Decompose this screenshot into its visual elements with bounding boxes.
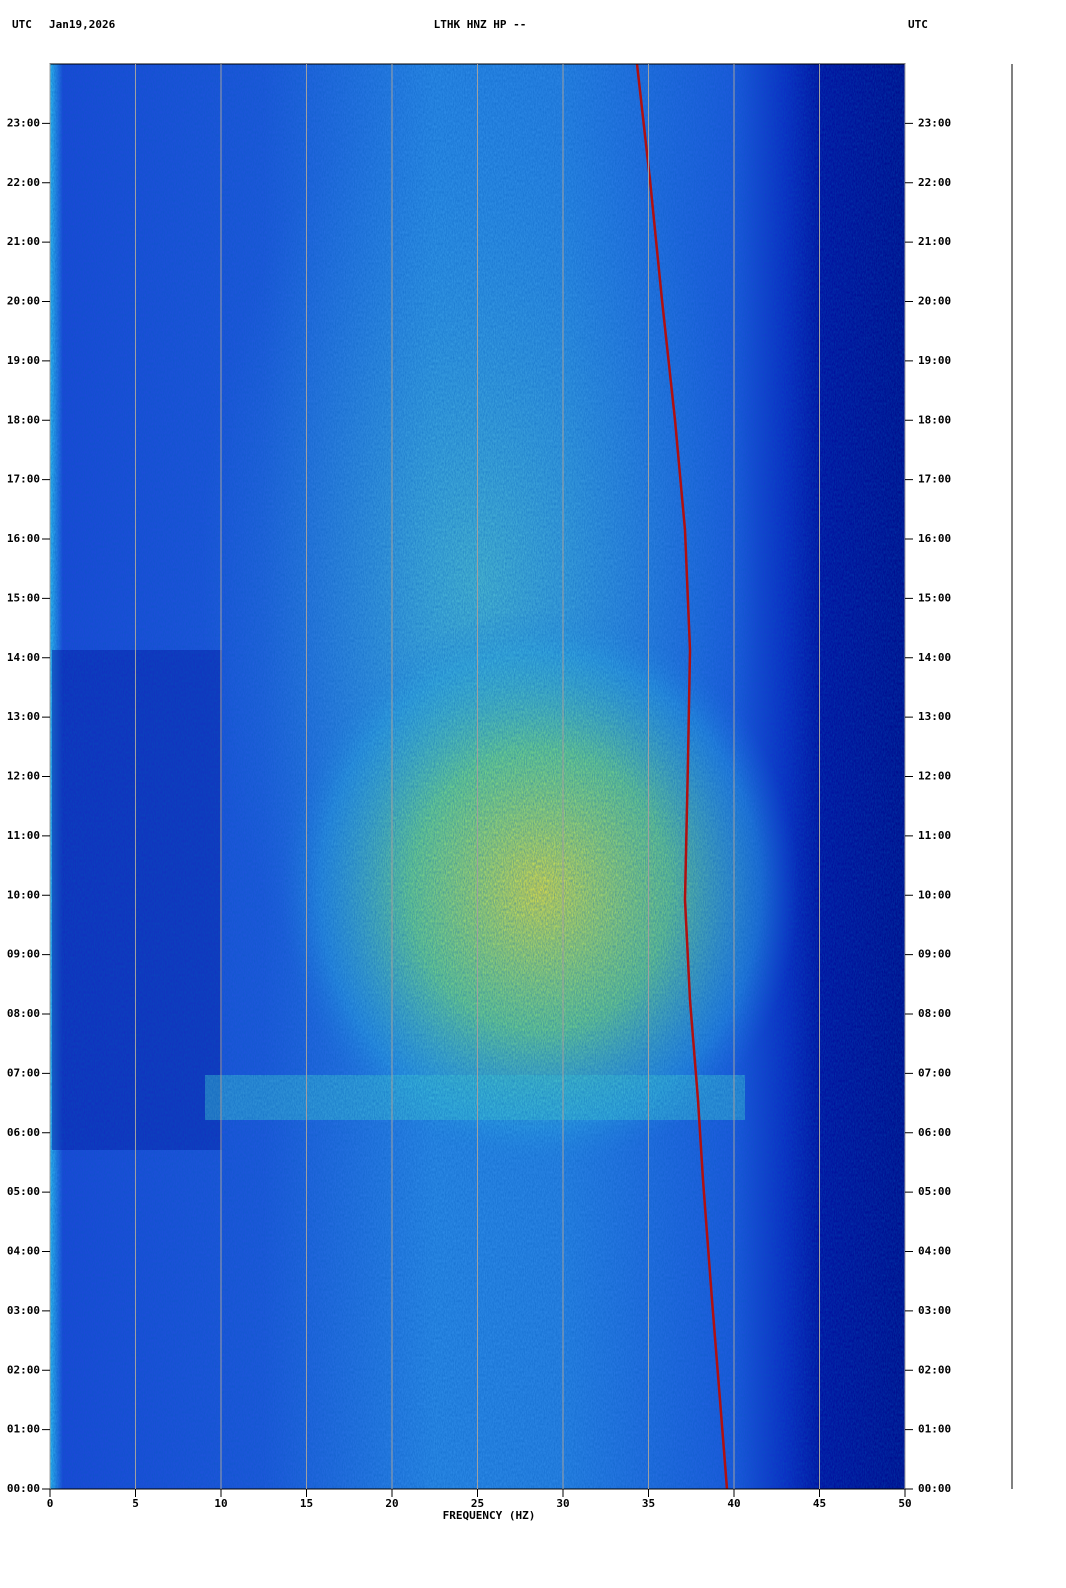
y-tick-label: 07:00 <box>7 1066 40 1079</box>
date: Jan19,2026 <box>49 18 116 31</box>
y-tick-label-right: 02:00 <box>918 1363 951 1376</box>
y-tick-label-right: 06:00 <box>918 1126 951 1139</box>
y-tick-label-right: 08:00 <box>918 1007 951 1020</box>
y-tick-label-right: 17:00 <box>918 473 951 486</box>
y-tick-label: 23:00 <box>7 116 40 129</box>
y-tick-label-right: 13:00 <box>918 710 951 723</box>
timezone-right: UTC <box>908 18 928 31</box>
y-tick-label: 21:00 <box>7 235 40 248</box>
y-tick-label: 00:00 <box>7 1482 40 1495</box>
y-tick-label: 13:00 <box>7 710 40 723</box>
x-tick-label: 15 <box>300 1497 313 1510</box>
y-tick-label: 08:00 <box>7 1007 40 1020</box>
y-tick-label-right: 23:00 <box>918 116 951 129</box>
y-tick-label-right: 09:00 <box>918 948 951 961</box>
y-tick-label-right: 12:00 <box>918 770 951 783</box>
y-tick-label: 15:00 <box>7 591 40 604</box>
timezone: UTC <box>12 18 32 31</box>
y-tick-label: 19:00 <box>7 354 40 367</box>
y-tick-label-right: 01:00 <box>918 1423 951 1436</box>
x-tick-label: 30 <box>556 1497 569 1510</box>
chart-title: LTHK HNZ HP -- <box>434 18 527 31</box>
x-tick-label: 25 <box>471 1497 484 1510</box>
x-tick-label: 45 <box>813 1497 826 1510</box>
y-tick-label: 22:00 <box>7 176 40 189</box>
y-tick-label-right: 19:00 <box>918 354 951 367</box>
y-tick-label-right: 11:00 <box>918 829 951 842</box>
y-tick-label: 02:00 <box>7 1363 40 1376</box>
y-tick-label: 09:00 <box>7 948 40 961</box>
y-tick-label-right: 10:00 <box>918 888 951 901</box>
y-tick-label-right: 21:00 <box>918 235 951 248</box>
x-tick-label: 0 <box>47 1497 54 1510</box>
x-tick-label: 5 <box>132 1497 139 1510</box>
y-tick-label: 04:00 <box>7 1245 40 1258</box>
y-tick-label: 16:00 <box>7 532 40 545</box>
y-tick-label-right: 20:00 <box>918 295 951 308</box>
y-tick-label-right: 18:00 <box>918 413 951 426</box>
y-tick-label: 14:00 <box>7 651 40 664</box>
y-tick-label: 03:00 <box>7 1304 40 1317</box>
y-tick-label: 06:00 <box>7 1126 40 1139</box>
y-tick-label: 10:00 <box>7 888 40 901</box>
y-tick-label-right: 00:00 <box>918 1482 951 1495</box>
x-tick-label: 10 <box>214 1497 227 1510</box>
y-tick-label-right: 14:00 <box>918 651 951 664</box>
x-tick-label: 35 <box>642 1497 655 1510</box>
x-tick-label: 20 <box>385 1497 398 1510</box>
y-tick-label: 01:00 <box>7 1423 40 1436</box>
y-tick-label: 20:00 <box>7 295 40 308</box>
y-tick-label-right: 05:00 <box>918 1185 951 1198</box>
y-tick-label-right: 16:00 <box>918 532 951 545</box>
y-tick-label: 18:00 <box>7 413 40 426</box>
y-tick-label-right: 03:00 <box>918 1304 951 1317</box>
y-tick-label: 12:00 <box>7 770 40 783</box>
y-tick-label-right: 07:00 <box>918 1066 951 1079</box>
x-tick-label: 40 <box>727 1497 740 1510</box>
y-tick-label-right: 04:00 <box>918 1245 951 1258</box>
y-tick-label: 05:00 <box>7 1185 40 1198</box>
y-tick-label: 11:00 <box>7 829 40 842</box>
x-tick-label: 50 <box>898 1497 911 1510</box>
y-tick-label-right: 22:00 <box>918 176 951 189</box>
x-axis-label: FREQUENCY (HZ) <box>443 1509 536 1522</box>
y-tick-label: 17:00 <box>7 473 40 486</box>
y-tick-label-right: 15:00 <box>918 591 951 604</box>
